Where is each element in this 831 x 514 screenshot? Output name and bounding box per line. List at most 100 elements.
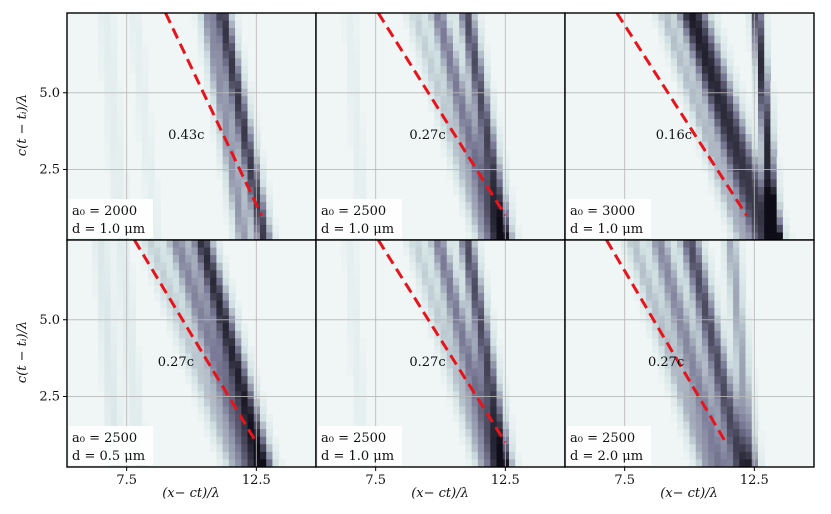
heatmap-cell bbox=[191, 330, 199, 339]
heatmap-cell bbox=[496, 353, 504, 362]
heatmap-cell bbox=[720, 368, 728, 377]
heatmap-cell bbox=[695, 255, 703, 264]
heatmap-cell bbox=[409, 43, 417, 52]
heatmap-cell bbox=[446, 345, 454, 355]
heatmap-cell bbox=[508, 217, 516, 226]
heatmap-cell bbox=[490, 187, 498, 196]
heatmap-cell bbox=[440, 35, 448, 44]
heatmap-cell bbox=[116, 118, 124, 128]
heatmap-cell bbox=[751, 156, 759, 165]
heatmap-cell bbox=[677, 308, 684, 317]
heatmap-cell bbox=[465, 398, 473, 408]
heatmap-cell bbox=[745, 202, 753, 211]
heatmap-cell bbox=[471, 414, 479, 423]
heatmap-cell bbox=[216, 240, 224, 249]
param-d: d = 1.0 μm bbox=[570, 222, 643, 237]
heatmap-cell bbox=[751, 118, 759, 128]
heatmap-cell bbox=[664, 35, 672, 44]
heatmap-cell bbox=[471, 398, 479, 408]
heatmap-cell bbox=[757, 20, 765, 29]
heatmap-cell bbox=[471, 20, 479, 29]
heatmap-cell bbox=[452, 376, 460, 385]
heatmap-cell bbox=[228, 451, 236, 461]
heatmap-cell bbox=[241, 73, 249, 82]
heatmap-cell bbox=[645, 277, 653, 286]
heatmap-cell bbox=[751, 217, 759, 226]
heatmap-cell bbox=[247, 164, 255, 173]
heatmap-cell bbox=[440, 262, 448, 271]
heatmap-cell bbox=[764, 103, 772, 112]
heatmap-cell bbox=[428, 292, 435, 302]
heatmap-cell bbox=[446, 270, 454, 279]
heatmap-cell bbox=[477, 376, 485, 385]
heatmap-cell bbox=[415, 65, 423, 75]
heatmap-cell bbox=[235, 232, 242, 240]
heatmap-cell bbox=[683, 28, 691, 37]
heatmap-cell bbox=[446, 323, 454, 332]
heatmap-cell bbox=[359, 414, 367, 423]
heatmap-cell bbox=[266, 436, 274, 445]
heatmap-cell bbox=[415, 43, 423, 52]
heatmap-cell bbox=[421, 255, 429, 264]
heatmap-cell bbox=[98, 35, 105, 44]
heatmap-cell bbox=[720, 255, 728, 264]
heatmap-cell bbox=[745, 28, 753, 37]
heatmap-cell bbox=[228, 414, 236, 423]
heatmap-cell bbox=[241, 376, 249, 385]
heatmap-cell bbox=[471, 141, 479, 150]
heatmap-cell bbox=[210, 240, 217, 249]
heatmap-cell bbox=[452, 43, 460, 52]
heatmap-cell bbox=[757, 232, 765, 240]
heatmap-cell bbox=[695, 43, 703, 52]
heatmap-cell bbox=[689, 65, 697, 75]
heatmap-cell bbox=[739, 194, 747, 203]
heatmap-cell bbox=[745, 179, 753, 188]
heatmap-cell bbox=[633, 270, 641, 279]
heatmap-cell bbox=[751, 444, 759, 453]
heatmap-cell bbox=[751, 134, 759, 143]
heatmap-cell bbox=[172, 285, 180, 294]
heatmap-cell bbox=[185, 368, 193, 377]
heatmap-cell bbox=[465, 171, 473, 181]
heatmap-cell bbox=[677, 368, 684, 377]
heatmap-cell bbox=[216, 330, 224, 339]
heatmap-cell bbox=[745, 414, 753, 423]
heatmap-cell bbox=[129, 383, 137, 392]
heatmap-cell bbox=[490, 444, 498, 453]
heatmap-cell bbox=[471, 277, 479, 286]
heatmap-cell bbox=[253, 187, 261, 196]
heatmap-cell bbox=[720, 81, 728, 90]
heatmap-cell bbox=[222, 156, 230, 165]
heatmap-cell bbox=[726, 353, 734, 362]
heatmap-cell bbox=[253, 436, 261, 445]
heatmap-cell bbox=[764, 134, 772, 143]
heatmap-cell bbox=[745, 451, 753, 461]
heatmap-cell bbox=[446, 73, 454, 82]
heatmap-cell bbox=[185, 376, 193, 385]
heatmap-cell bbox=[477, 414, 485, 423]
heatmap-cell bbox=[434, 323, 442, 332]
heatmap-cell bbox=[228, 187, 236, 196]
heatmap-cell bbox=[179, 277, 186, 286]
heatmap-cell bbox=[428, 58, 435, 67]
heatmap-cell bbox=[110, 398, 118, 408]
heatmap-cell bbox=[459, 20, 466, 29]
heatmap-cell bbox=[708, 444, 715, 453]
heatmap-cell bbox=[440, 13, 448, 22]
heatmap-cell bbox=[452, 28, 460, 37]
heatmap-cell bbox=[751, 194, 759, 203]
heatmap-cell bbox=[471, 262, 479, 271]
heatmap-cell bbox=[751, 179, 759, 188]
heatmap-cell bbox=[359, 353, 367, 362]
heatmap-cell bbox=[104, 300, 112, 309]
heatmap-cell bbox=[465, 103, 473, 112]
heatmap-cell bbox=[689, 277, 697, 286]
heatmap-cell bbox=[720, 330, 728, 339]
heatmap-cell bbox=[708, 376, 715, 385]
heatmap-cell bbox=[247, 103, 255, 112]
heatmap-cell bbox=[241, 391, 249, 400]
heatmap-cell bbox=[701, 164, 709, 173]
heatmap-cell bbox=[147, 118, 155, 128]
heatmap-cell bbox=[272, 451, 280, 461]
